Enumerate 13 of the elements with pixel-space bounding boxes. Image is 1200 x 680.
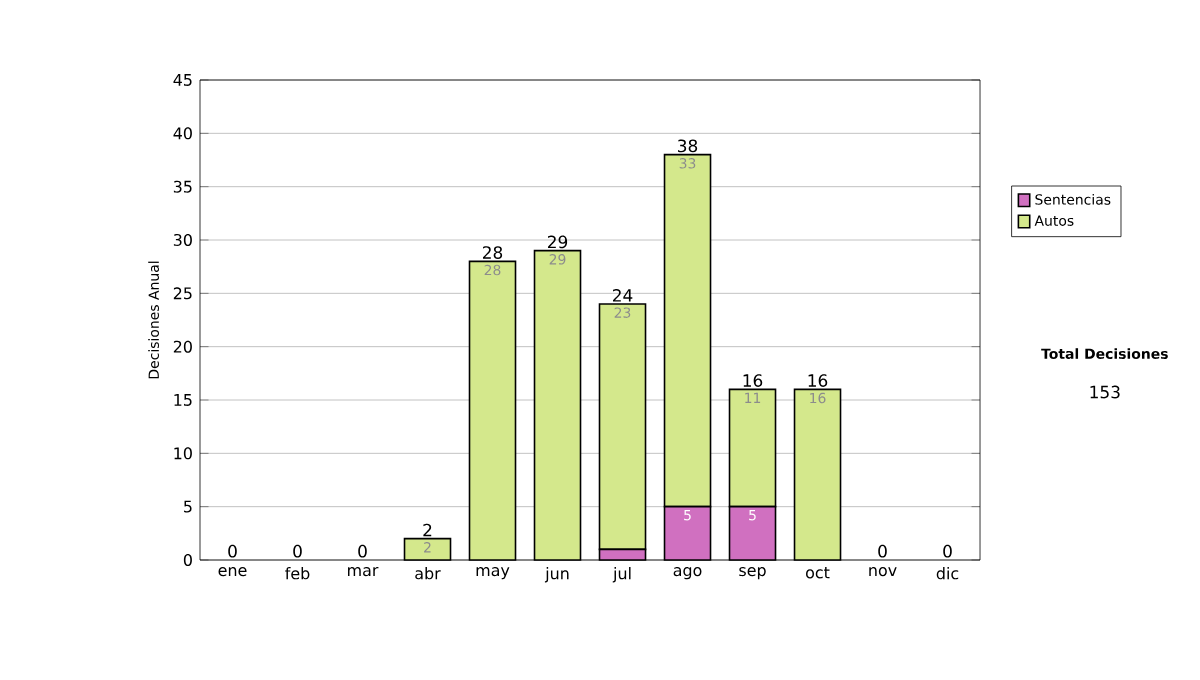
total-label: 0	[358, 544, 367, 558]
total-label: 2	[423, 523, 432, 537]
total-label: 0	[878, 544, 887, 558]
text: 153	[1090, 385, 1120, 399]
total-label: 24	[612, 289, 633, 302]
total-label: 38	[678, 139, 698, 153]
total-label: 0	[228, 544, 237, 558]
total-label: 16	[808, 374, 828, 387]
total-label: 29	[547, 235, 568, 249]
total-label: 0	[943, 544, 952, 558]
total-label: 28	[482, 246, 503, 259]
total-label: 0	[293, 544, 302, 558]
total-label: 16	[743, 374, 763, 387]
